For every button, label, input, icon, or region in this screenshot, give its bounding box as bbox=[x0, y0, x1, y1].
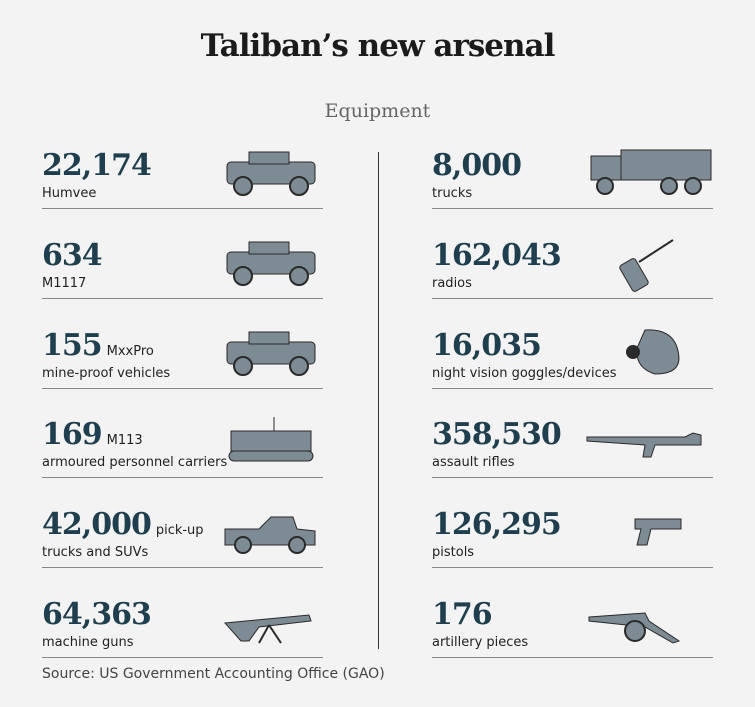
item-icon bbox=[585, 148, 713, 204]
item-icon bbox=[219, 417, 323, 473]
equipment-item: 8,000 trucks bbox=[432, 148, 713, 209]
item-label: armoured personnel carriers bbox=[42, 455, 227, 470]
count-suffix: MxxPro bbox=[107, 344, 154, 359]
count-value: 126,295 bbox=[432, 507, 561, 542]
count-value: 169 bbox=[42, 417, 102, 452]
count: 16,035 bbox=[432, 328, 541, 363]
equipment-item: 22,174 Humvee bbox=[42, 148, 323, 209]
count-value: 8,000 bbox=[432, 148, 521, 183]
divider bbox=[378, 152, 379, 649]
count: 358,530 bbox=[432, 417, 561, 452]
item-label: trucks bbox=[432, 186, 472, 201]
count: 42,000 pick-up bbox=[42, 507, 204, 542]
equipment-item: 42,000 pick-up trucks and SUVs bbox=[42, 507, 323, 568]
item-icon bbox=[219, 507, 323, 563]
equipment-item: 176 artillery pieces bbox=[432, 597, 713, 658]
count-value: 16,035 bbox=[432, 328, 541, 363]
source: Source: US Government Accounting Office … bbox=[42, 666, 385, 682]
item-label: Humvee bbox=[42, 186, 96, 201]
count: 169 M113 bbox=[42, 417, 143, 452]
count-value: 22,174 bbox=[42, 148, 151, 183]
count: 126,295 bbox=[432, 507, 561, 542]
count-suffix: M113 bbox=[107, 433, 143, 448]
item-label: radios bbox=[432, 276, 472, 291]
count: 22,174 bbox=[42, 148, 151, 183]
count: 8,000 bbox=[432, 148, 521, 183]
page: Taliban’s new arsenal Equipment 22,174 Hu… bbox=[0, 0, 755, 707]
count: 155 MxxPro bbox=[42, 328, 154, 363]
equipment-item: 64,363 machine guns bbox=[42, 597, 323, 658]
count-value: 42,000 bbox=[42, 507, 151, 542]
item-icon bbox=[585, 597, 713, 653]
item-icon bbox=[585, 507, 713, 563]
item-label: artillery pieces bbox=[432, 635, 528, 650]
item-label: assault rifles bbox=[432, 455, 514, 470]
item-icon bbox=[219, 597, 323, 653]
count-value: 176 bbox=[432, 597, 492, 632]
count-suffix: pick-up bbox=[156, 523, 204, 538]
equipment-item: 358,530 assault rifles bbox=[432, 417, 713, 478]
equipment-item: 126,295 pistols bbox=[432, 507, 713, 568]
count: 64,363 bbox=[42, 597, 151, 632]
subtitle: Equipment bbox=[0, 100, 755, 122]
equipment-item: 155 MxxPro mine-proof vehicles bbox=[42, 328, 323, 389]
item-label: trucks and SUVs bbox=[42, 545, 148, 560]
equipment-item: 634 M1117 bbox=[42, 238, 323, 299]
count: 176 bbox=[432, 597, 492, 632]
item-icon bbox=[219, 328, 323, 384]
item-icon bbox=[585, 238, 713, 294]
count-value: 162,043 bbox=[432, 238, 561, 273]
item-icon bbox=[219, 238, 323, 294]
count-value: 358,530 bbox=[432, 417, 561, 452]
count: 634 bbox=[42, 238, 102, 273]
item-icon bbox=[219, 148, 323, 204]
equipment-item: 162,043 radios bbox=[432, 238, 713, 299]
count: 162,043 bbox=[432, 238, 561, 273]
count-value: 155 bbox=[42, 328, 102, 363]
item-label: M1117 bbox=[42, 276, 86, 291]
equipment-item: 169 M113 armoured personnel carriers bbox=[42, 417, 323, 478]
item-label: pistols bbox=[432, 545, 474, 560]
title: Taliban’s new arsenal bbox=[0, 28, 755, 64]
item-label: mine-proof vehicles bbox=[42, 366, 170, 381]
item-icon bbox=[585, 328, 713, 384]
item-icon bbox=[585, 417, 713, 473]
count-value: 634 bbox=[42, 238, 102, 273]
count-value: 64,363 bbox=[42, 597, 151, 632]
item-label: machine guns bbox=[42, 635, 134, 650]
